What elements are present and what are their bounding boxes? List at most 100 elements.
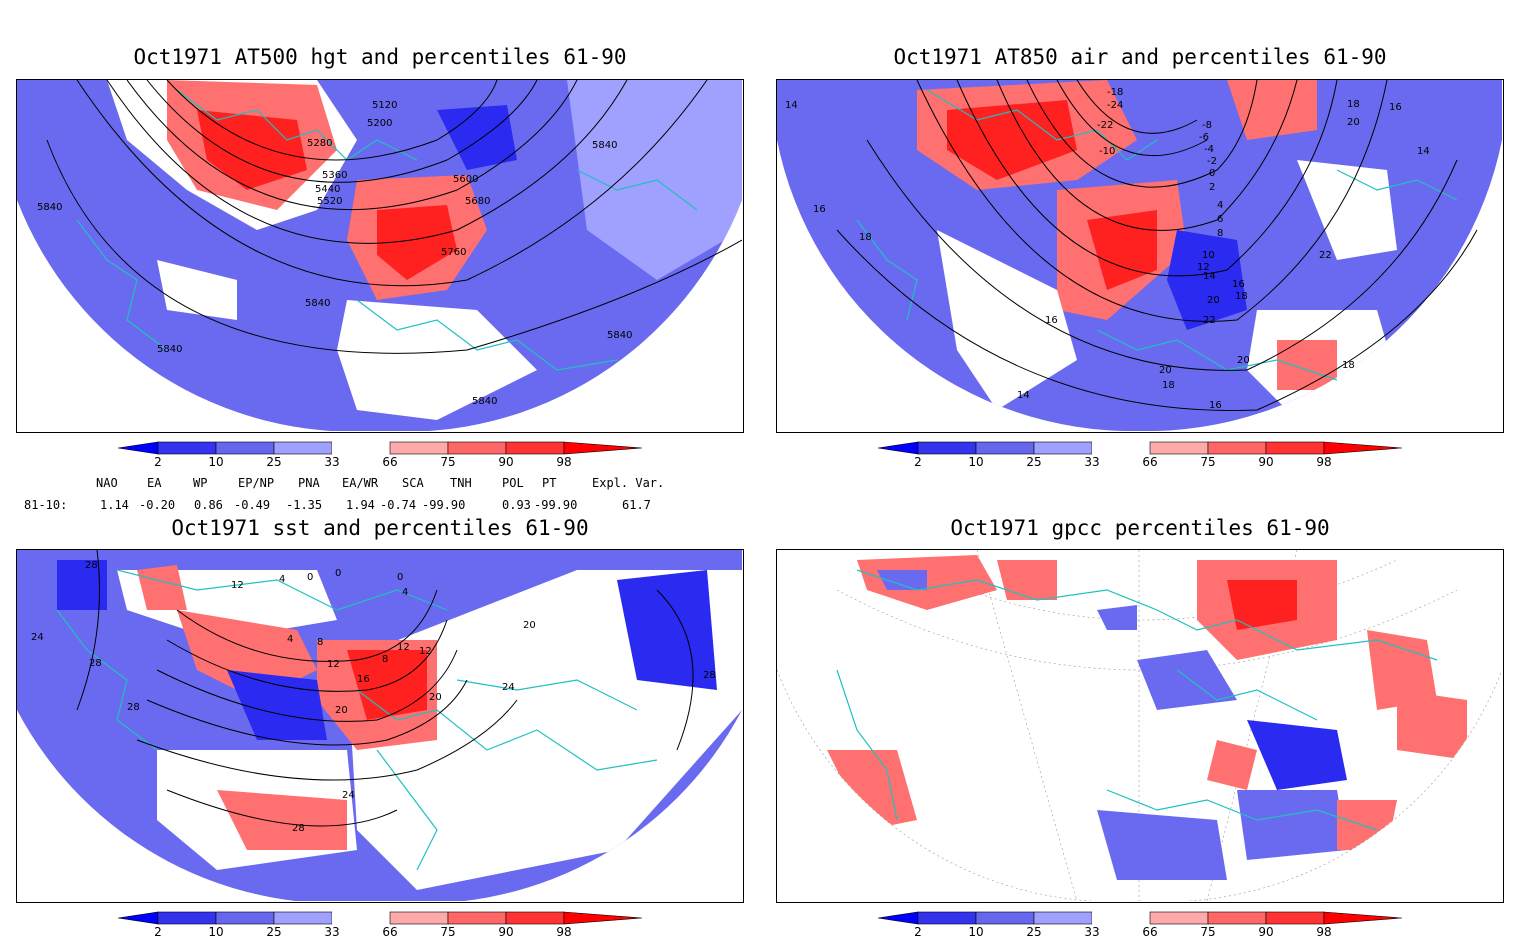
index-value-epnp: -0.49	[234, 498, 271, 512]
contours	[836, 80, 1478, 411]
index-row-label: 81-10:	[24, 498, 68, 512]
contour-label: 22	[1319, 250, 1332, 261]
colorbar-label: 90	[1258, 925, 1273, 938]
colorbar-segment	[917, 911, 977, 925]
colorbar-segment	[273, 441, 333, 455]
wet-anomaly	[1367, 630, 1437, 710]
contour-label: 16	[1232, 279, 1245, 290]
colorbar: 2 10 25 33 66 75 90 98	[117, 910, 643, 939]
index-value-expl-var: 61.7	[622, 498, 651, 512]
contour-label: 8	[317, 637, 323, 648]
colorbar-label: 25	[266, 455, 281, 468]
colorbar-label: 10	[968, 455, 983, 468]
colorbar-segment	[917, 441, 977, 455]
panel-title-sst: Oct1971 sst and percentiles 61-90	[171, 516, 589, 540]
contour-label: 10	[1202, 250, 1215, 261]
wet-anomaly	[1397, 690, 1467, 760]
index-header-pna: PNA	[298, 476, 320, 490]
colorbar-label: 98	[556, 925, 571, 938]
colorbar-segment	[1265, 911, 1325, 925]
warm-anomaly	[137, 565, 187, 610]
index-value-pt: -99.90	[534, 498, 578, 512]
contour-label: 18	[1342, 360, 1355, 371]
colorbar-label: 66	[1142, 925, 1157, 938]
contour-label: 24	[502, 682, 515, 693]
contour-label: 16	[357, 674, 370, 685]
warm-anomaly-core	[197, 110, 307, 190]
colorbar-segment	[563, 911, 643, 925]
contour-label: -4	[1204, 144, 1214, 155]
colorbar-segment	[877, 911, 919, 925]
contour-label: 5440	[315, 184, 340, 195]
contour-label: 22	[1203, 315, 1216, 326]
index-value-pna: -1.35	[286, 498, 323, 512]
colorbar-segment	[273, 911, 333, 925]
warm-anomaly	[1277, 340, 1337, 390]
colorbar-label: 66	[382, 455, 397, 468]
contours	[46, 80, 742, 354]
map-panel-sst: 28 24 28 28 12 4 0 0 4 0 4 8 12 16 20 20…	[16, 549, 744, 903]
colorbar-label: 90	[498, 455, 513, 468]
colorbar-label: 66	[1142, 455, 1157, 468]
warm-anomaly-core	[1087, 210, 1157, 290]
colorbar-label: 25	[1026, 925, 1041, 938]
strong-cold-area	[437, 105, 517, 170]
panel-title-gpcc: Oct1971 gpcc percentiles 61-90	[950, 516, 1330, 540]
near-normal-area	[1297, 160, 1397, 260]
contour-label: 5840	[607, 330, 632, 341]
contour-label: -18	[1107, 87, 1123, 98]
contour-label: 18	[1235, 291, 1248, 302]
strong-cold-area	[1167, 230, 1247, 330]
index-header-tnh: TNH	[450, 476, 472, 490]
colorbar-label: 98	[556, 455, 571, 468]
colorbar-label: 90	[498, 925, 513, 938]
colorbar-segment	[117, 441, 159, 455]
colorbar: 2 10 25 33 66 75 90 98	[877, 910, 1403, 939]
contour-label: 5120	[372, 100, 397, 111]
index-value-tnh: -99.90	[422, 498, 466, 512]
contour-label: 0	[307, 572, 313, 583]
near-normal-area	[337, 300, 537, 420]
contour-label: -24	[1107, 100, 1123, 111]
contour-label: 20	[1207, 295, 1220, 306]
wet-anomaly	[827, 750, 917, 830]
colorbar-segment	[975, 441, 1035, 455]
contour-label: 5760	[441, 247, 466, 258]
contour-label: 20	[523, 620, 536, 631]
dry-anomaly	[877, 570, 927, 590]
contour-label: 18	[859, 232, 872, 243]
panel-title-air: Oct1971 AT850 air and percentiles 61-90	[893, 45, 1387, 69]
coastlines	[56, 569, 658, 871]
coastlines	[856, 89, 1458, 381]
colorbar-label: 10	[968, 925, 983, 938]
contour-label: 28	[85, 560, 98, 571]
colorbar-label: 33	[324, 925, 339, 938]
contour-label: 14	[785, 100, 798, 111]
colorbar-segment	[1149, 441, 1209, 455]
wet-anomaly	[1337, 800, 1397, 850]
colorbar-label: 98	[1316, 925, 1331, 938]
contour-label: -22	[1097, 120, 1113, 131]
contour-label: 12	[397, 642, 410, 653]
contour-label: 28	[292, 823, 305, 834]
contours	[76, 550, 694, 827]
wet-anomaly	[1207, 740, 1257, 790]
contour-label: 5280	[307, 138, 332, 149]
colorbar-segment	[1265, 441, 1325, 455]
contour-label: 4	[1217, 200, 1223, 211]
contour-label: 0	[397, 572, 403, 583]
colorbar-segment	[505, 911, 565, 925]
near-normal-area	[157, 260, 237, 320]
contour-label: 5680	[465, 196, 490, 207]
contour-label: 12	[231, 580, 244, 591]
index-header-expl-var: Expl. Var.	[592, 476, 665, 490]
colorbar-label: 2	[914, 455, 922, 468]
contour-label: 20	[429, 692, 442, 703]
contour-label: 5200	[367, 118, 392, 129]
contour-label: 16	[1045, 315, 1058, 326]
colorbar-label: 75	[440, 925, 455, 938]
contour-label: -6	[1199, 132, 1209, 143]
colorbar-label: 33	[1084, 925, 1099, 938]
colorbar-label: 33	[324, 455, 339, 468]
colorbar-label: 2	[154, 455, 162, 468]
